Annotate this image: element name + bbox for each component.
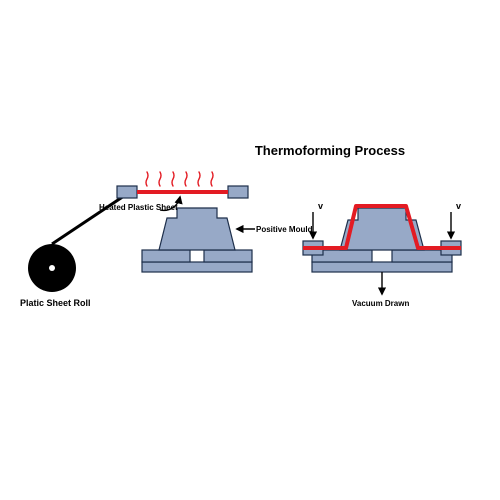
heat-wave-icon xyxy=(185,172,187,186)
heat-wave-icon xyxy=(159,172,161,186)
heat-wave-icon xyxy=(146,172,148,186)
label-vacuum-drawn: Vacuum Drawn xyxy=(352,299,409,308)
mould-base-right xyxy=(312,262,452,272)
heat-wave-icon xyxy=(198,172,200,186)
diagram-title: Thermoforming Process xyxy=(255,143,405,158)
clamp-left-r xyxy=(228,186,248,198)
mould-plate-left-r xyxy=(204,250,252,262)
label-plastic-roll: Platic Sheet Roll xyxy=(20,298,91,308)
heat-wave-icon xyxy=(172,172,174,186)
clamp-left-l xyxy=(117,186,137,198)
label-positive-mould: Positive Mould xyxy=(256,225,313,234)
sheet-feed-line xyxy=(52,192,130,244)
mould-plate-left-l xyxy=(142,250,190,262)
heat-wave-icon xyxy=(211,172,213,186)
label-v-right: v xyxy=(456,201,461,211)
label-v-left: v xyxy=(318,201,323,211)
mould-plug-left xyxy=(159,208,235,250)
plastic-roll-hub xyxy=(49,265,55,271)
mould-base-left xyxy=(142,262,252,272)
thermoforming-diagram: Thermoforming ProcessPlatic Sheet RollHe… xyxy=(0,0,500,500)
